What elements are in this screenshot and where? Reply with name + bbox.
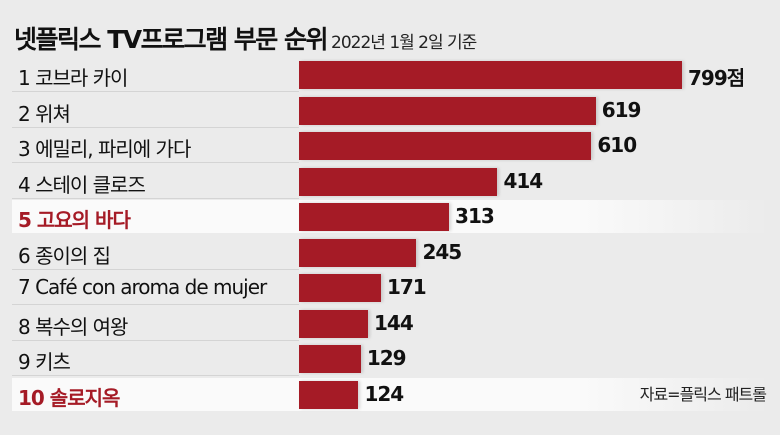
row-background [12,342,299,376]
bar [299,274,381,302]
value-label: 619 [601,97,642,122]
row-background [12,200,299,233]
row-background [12,165,299,199]
value-label: 171 [386,275,427,299]
bar [299,96,596,125]
value-label: 610 [597,133,637,157]
highlight-band [299,377,769,411]
chart-subtitle: 2022년 1월 2일 기준 [331,33,477,53]
value-label: 245 [422,239,462,264]
bar [299,238,417,267]
row-background [12,58,299,92]
category-label: 3 에밀리, 파리에 가다 [18,137,191,161]
bar [299,61,682,89]
row-background [12,377,299,411]
value-label: 144 [374,310,414,335]
bar [299,132,592,160]
chart-row: 10 솔로지옥 124 [0,377,780,413]
bar [299,167,498,196]
chart-row: 8 복수의 여왕 144 [0,306,780,342]
row-background [12,236,299,270]
row-background [12,271,299,305]
chart-row: 4 스테이 클로즈 414 [0,164,780,200]
category-label: 10 솔로지옥 [18,385,120,410]
category-label: 8 복수의 여왕 [18,314,128,339]
chart-row: 5 고요의 바다 313 [0,199,780,235]
value-label: 313 [455,204,495,228]
value-label: 129 [366,346,407,370]
bar [299,309,369,338]
bar [299,203,450,231]
value-label: 124 [364,381,404,406]
category-label: 5 고요의 바다 [18,208,131,232]
bar [299,380,359,409]
bar-chart: 1 코브라 카이 799점 2 위쳐 619 3 에밀리, 파리에 가다 610 4 스테이… [0,57,780,412]
source-note: 자료=플릭스 패트롤 [639,385,767,404]
chart-title: 넷플릭스 TV프로그램 부문 순위 [14,25,329,54]
chart-row: 2 위쳐 619 [0,93,780,129]
category-label: 1 코브라 카이 [18,66,128,90]
row-background [12,129,299,163]
row-background [12,307,299,341]
value-label: 414 [503,168,543,193]
category-label: 6 종이의 집 [18,243,111,268]
chart-row: 3 에밀리, 파리에 가다 610 [0,128,780,164]
category-label: 4 스테이 클로즈 [18,172,146,197]
category-label: 7 Café con aroma de mujer [18,275,267,299]
chart-row: 7 Café con aroma de mujer 171 [0,270,780,306]
chart-row: 6 종이의 집 245 [0,235,780,271]
chart-row: 1 코브라 카이 799점 [0,57,780,93]
category-label: 2 위쳐 [18,101,71,126]
row-background [12,94,299,128]
value-label: 799점 [688,66,745,90]
chart-title-block: 넷플릭스 TV프로그램 부문 순위 2022년 1월 2일 기준 [14,20,477,56]
bar [299,345,361,373]
chart-row: 9 키츠 129 [0,341,780,377]
category-label: 9 키츠 [18,350,71,374]
